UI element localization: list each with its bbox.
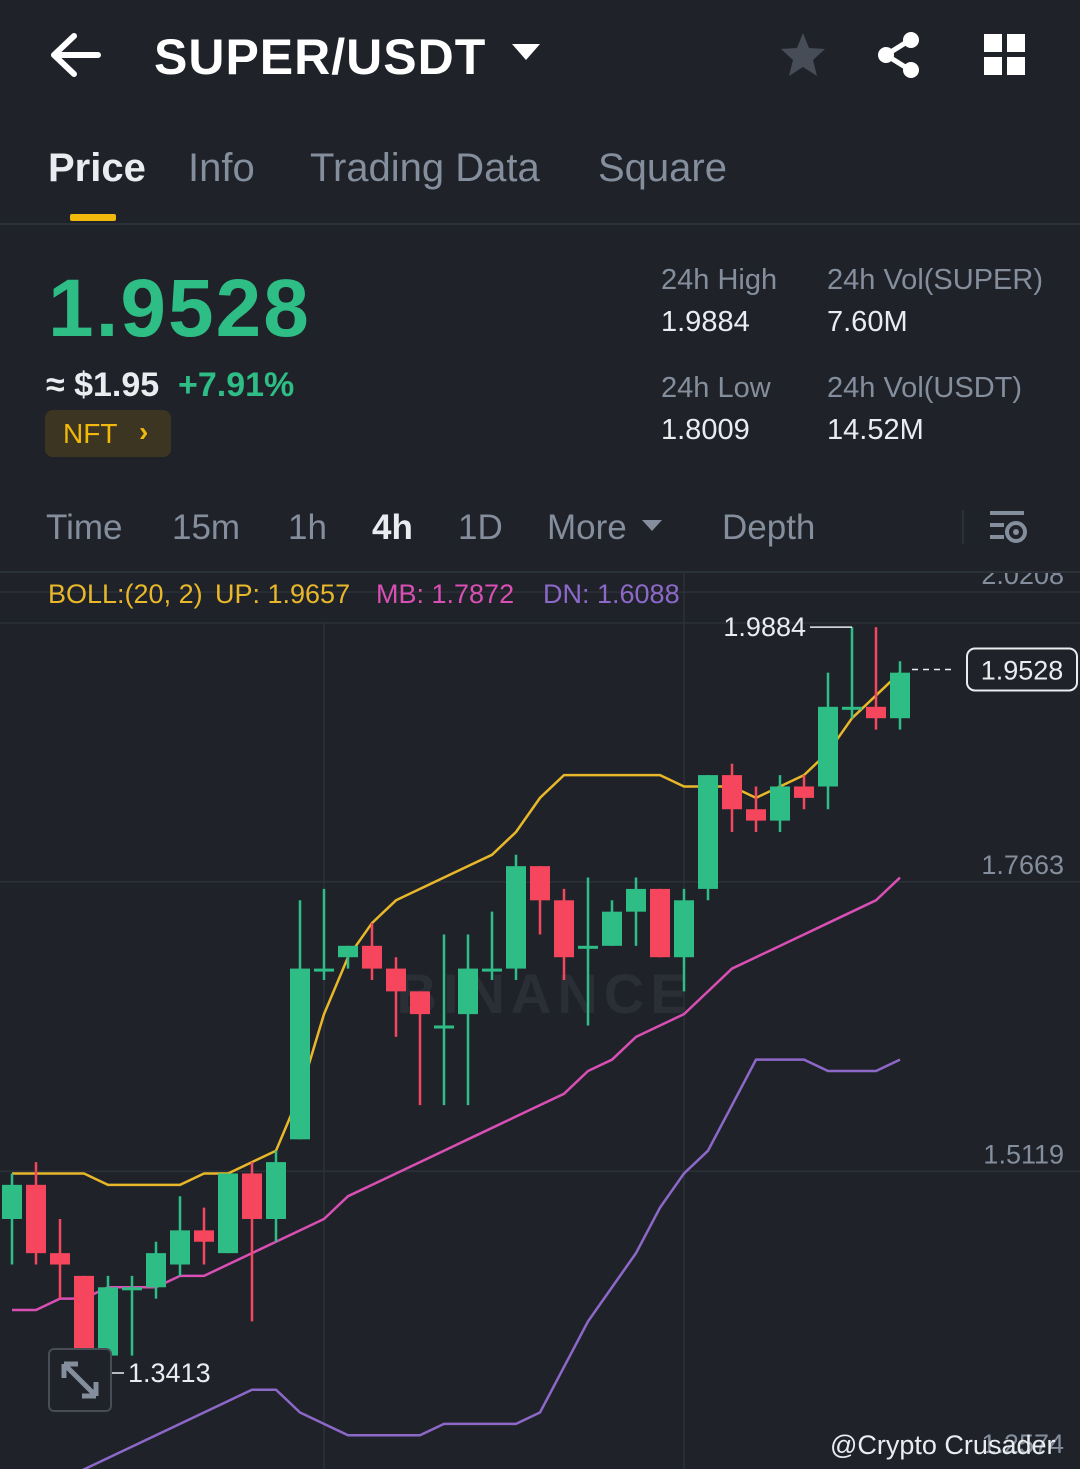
boll-dn-line (81, 1058, 901, 1469)
active-tab-indicator (70, 214, 116, 221)
candle-down (794, 786, 814, 798)
candle-down (194, 1230, 214, 1242)
candle-down (866, 706, 886, 719)
candle-up (2, 1184, 22, 1219)
timeframe-4h[interactable]: 4h (372, 508, 413, 547)
price-change-percent: +7.91% (178, 366, 295, 404)
tab-price[interactable]: Price (48, 146, 146, 190)
fullscreen-expand-button[interactable] (48, 1348, 112, 1412)
candle-up (218, 1173, 238, 1254)
more-caret-icon[interactable] (642, 520, 662, 531)
vol-quote-label: 24h Vol(USDT) (827, 372, 1023, 404)
timeframe-1h[interactable]: 1h (288, 508, 327, 547)
candle-down (746, 809, 766, 821)
divider (0, 571, 1080, 573)
top-bar: SUPER/USDT (0, 0, 1080, 115)
dropdown-caret-icon[interactable] (512, 44, 540, 60)
candle-up (698, 775, 718, 889)
candle-down (242, 1173, 262, 1219)
candle-down (50, 1253, 70, 1265)
binance-watermark-logo: BINANCE (396, 962, 693, 1025)
chevron-right-icon: › (139, 416, 149, 447)
last-price: 1.9528 (48, 263, 311, 354)
vol-quote-value: 14.52M (827, 414, 924, 446)
candle-up (842, 706, 862, 710)
boll-params: BOLL:(20, 2) (48, 579, 203, 609)
boll-mb-line (12, 876, 901, 1312)
y-tick-label: 2.0208 (981, 573, 1064, 590)
timeframe-15m[interactable]: 15m (172, 508, 241, 547)
boll-dn-value: DN: 1.6088 (543, 579, 680, 609)
candle-up (290, 968, 310, 1140)
timeframe-time[interactable]: Time (46, 508, 123, 547)
nft-tag-label: NFT (63, 418, 118, 449)
candle-up (890, 672, 910, 719)
y-tick-label-partial: 1.2574 (981, 1429, 1064, 1459)
candle-up (434, 1025, 454, 1029)
low-value: 1.8009 (661, 414, 750, 446)
candle-up (674, 900, 694, 958)
back-arrow-icon[interactable] (48, 30, 104, 80)
candle-down (554, 900, 574, 958)
toolbar-separator (962, 510, 964, 544)
share-icon[interactable] (874, 30, 924, 80)
boll-up-value: UP: 1.9657 (215, 579, 351, 609)
timeframe-more[interactable]: More (547, 508, 627, 547)
candle-down (410, 991, 430, 1015)
candle-down (362, 945, 382, 969)
tab-square[interactable]: Square (598, 146, 727, 190)
current-price-label: 1.9528 (981, 655, 1064, 685)
grid-menu-icon[interactable] (982, 32, 1028, 78)
current-price-box (966, 647, 1078, 692)
low-label: 24h Low (661, 372, 771, 404)
boll-mb-value: MB: 1.7872 (376, 579, 515, 609)
candle-down (650, 888, 670, 958)
candle-down (530, 866, 550, 901)
high-price-label: 1.9884 (723, 612, 806, 642)
candle-up (98, 1287, 118, 1356)
candle-up (626, 888, 646, 912)
candle-up (266, 1162, 286, 1219)
low-price-label: 1.3413 (128, 1358, 211, 1388)
candle-up (458, 968, 478, 1015)
vol-base-label: 24h Vol(SUPER) (827, 264, 1043, 296)
vol-base-value: 7.60M (827, 306, 908, 338)
candle-down (74, 1275, 94, 1356)
high-label: 24h High (661, 264, 778, 296)
y-tick-label: 1.7663 (981, 850, 1064, 880)
section-tabs: Price Info Trading Data Square (0, 140, 1080, 220)
creator-watermark: @Crypto Crusader (830, 1430, 1056, 1460)
candle-up (170, 1230, 190, 1265)
candle-up (146, 1253, 166, 1288)
candle-up (314, 968, 334, 972)
divider (0, 223, 1080, 225)
y-tick-label: 1.5119 (983, 1139, 1064, 1169)
timeframe-1d[interactable]: 1D (458, 508, 503, 547)
candle-down (26, 1184, 46, 1254)
candle-up (602, 911, 622, 946)
star-icon[interactable] (778, 30, 828, 80)
tab-trading-data[interactable]: Trading Data (310, 146, 540, 190)
candle-up (338, 945, 358, 958)
trading-pair-title[interactable]: SUPER/USDT (154, 29, 487, 85)
fiat-price: ≈ $1.95 (46, 366, 160, 404)
nft-tag-button[interactable]: NFT › (45, 410, 171, 457)
candlestick-chart[interactable]: 2.0208 1.7663 1.5119 BINANCE 1.9884 1.3413 1.9… (0, 573, 1080, 1469)
candle-up (578, 945, 598, 949)
candle-up (482, 968, 502, 972)
candle-up (770, 786, 790, 821)
candle-down (386, 968, 406, 992)
chart-settings-icon[interactable] (988, 508, 1030, 546)
high-value: 1.9884 (661, 306, 750, 338)
candle-up (122, 1287, 142, 1291)
candle-up (506, 866, 526, 969)
tab-info[interactable]: Info (188, 146, 255, 190)
candle-down (722, 775, 742, 810)
boll-up-line (12, 671, 901, 1187)
depth-tab[interactable]: Depth (722, 508, 816, 547)
candle-up (818, 706, 838, 787)
